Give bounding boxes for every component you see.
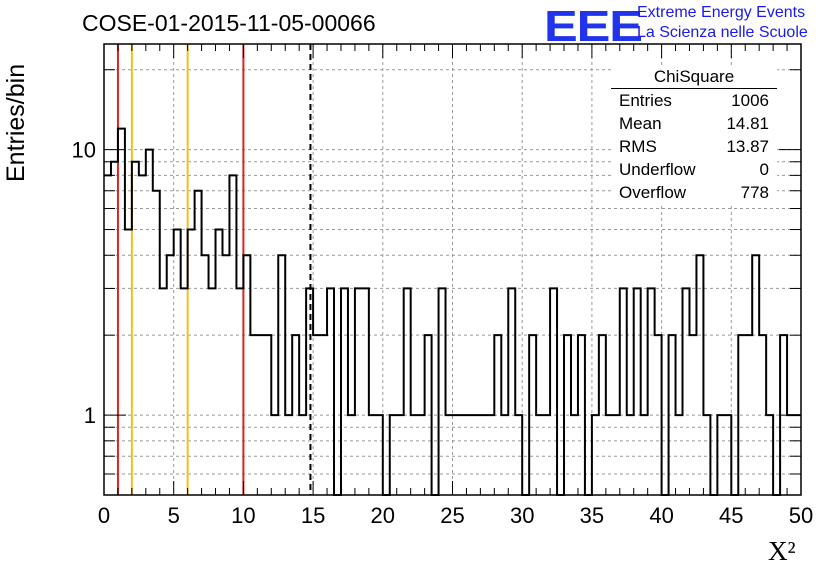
stat-row-overflow: Overflow 778 xyxy=(611,181,777,204)
x-tick-label: 25 xyxy=(440,503,464,528)
stat-value: 13.87 xyxy=(726,137,769,156)
x-tick-label: 30 xyxy=(510,503,534,528)
stats-title: ChiSquare xyxy=(611,66,777,89)
x-tick-label: 15 xyxy=(301,503,325,528)
stat-row-underflow: Underflow 0 xyxy=(611,158,777,181)
stat-row-rms: RMS 13.87 xyxy=(611,135,777,158)
chart-title: COSE-01-2015-11-05-00066 xyxy=(82,10,376,36)
tick-labels: 0 5 10 15 20 25 30 35 40 45 50 1 10 xyxy=(72,138,814,528)
x-tick-label: 20 xyxy=(371,503,395,528)
logo-line-2: La Scienza nelle Scuole xyxy=(637,24,808,41)
stat-label: Underflow xyxy=(619,160,696,179)
stat-value: 1006 xyxy=(731,91,769,110)
x-tick-label: 45 xyxy=(719,503,743,528)
x-tick-label: 50 xyxy=(789,503,813,528)
histogram-series xyxy=(104,127,801,496)
stat-value: 14.81 xyxy=(726,114,769,133)
stat-label: Mean xyxy=(619,114,662,133)
x-tick-label: 10 xyxy=(231,503,255,528)
stats-box: ChiSquare Entries 1006 Mean 14.81 RMS 13… xyxy=(611,66,777,204)
stat-label: Overflow xyxy=(619,183,687,202)
stat-row-mean: Mean 14.81 xyxy=(611,112,777,135)
stat-label: Entries xyxy=(619,91,672,110)
axis-ticks xyxy=(103,44,802,495)
logo-line-1: Extreme Energy Events xyxy=(637,4,806,21)
y-tick-label: 10 xyxy=(72,138,96,163)
eee-logo: EEE xyxy=(544,2,643,51)
y-tick-label: 1 xyxy=(84,403,96,428)
x-tick-label: 0 xyxy=(98,503,110,528)
x-tick-label: 5 xyxy=(168,503,180,528)
stat-value: 0 xyxy=(759,160,769,179)
x-tick-label: 35 xyxy=(580,503,604,528)
stat-value: 778 xyxy=(740,183,769,202)
x-tick-label: 40 xyxy=(649,503,673,528)
stat-label: RMS xyxy=(619,137,657,156)
x-axis-label: X² xyxy=(768,536,796,566)
stat-row-entries: Entries 1006 xyxy=(611,89,777,112)
y-axis-label: Entries/bin xyxy=(2,63,30,182)
